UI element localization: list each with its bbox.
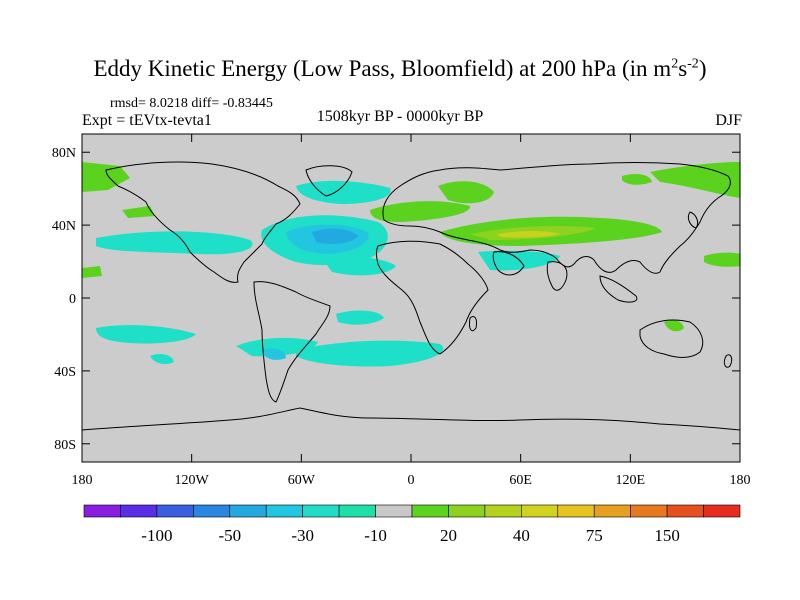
coast-eurasia (382, 162, 731, 274)
colorbar-label: -100 (141, 526, 172, 545)
contour-neg-south-atlantic-3 (262, 348, 286, 360)
colorbar-swatch (265, 504, 303, 518)
colorbar-label: 40 (513, 526, 530, 545)
colorbar-swatch (484, 504, 522, 518)
contour-pos-asia-jet-peak (498, 231, 560, 238)
lat-label: 80S (54, 438, 76, 453)
colorbar-swatch (83, 504, 121, 518)
stats-text: rmsd= 8.0218 diff= -0.83445 (110, 96, 273, 111)
map-background (82, 134, 740, 462)
lat-label: 40N (52, 219, 76, 234)
lat-label: 0 (69, 292, 76, 307)
contour-neg-middle-east (478, 250, 560, 271)
coast-india (546, 261, 568, 291)
coast-south-america (253, 281, 331, 403)
colorbar-label: 150 (654, 526, 680, 545)
colorbar-swatch (448, 504, 486, 518)
colorbar-swatch (338, 504, 376, 518)
contour-neg-atlantic-center (312, 228, 358, 244)
contour-pos-europe (370, 201, 471, 222)
colorbar-swatch (229, 504, 267, 518)
contour-neg-south-atlantic-2 (336, 310, 384, 325)
lon-label: 60E (509, 473, 532, 488)
colorbar-swatch (593, 504, 631, 518)
lon-label: 120W (175, 473, 210, 488)
contour-pos-east-asia-2 (704, 252, 740, 267)
period-label: 1508kyr BP - 0000kyr BP (316, 108, 484, 125)
contour-neg-pacific-band (96, 231, 253, 255)
coast-greenland (305, 165, 353, 197)
coast-australia (639, 319, 704, 358)
lat-axis: 80N 40N 0 40S 80S (52, 146, 740, 453)
colorbar-swatch (302, 504, 340, 518)
contour-pos-east-asia-n (622, 174, 652, 185)
contour-pos-east-asia (650, 162, 740, 198)
coast-north-america (105, 161, 301, 283)
map-panel (81, 133, 741, 463)
colorbar-swatch (120, 504, 158, 518)
coast-antarctica (81, 407, 741, 431)
coast-new-zealand (723, 354, 733, 368)
contour-neg-southern-pacific (96, 325, 196, 344)
contour-pos-central-pacific (82, 266, 102, 278)
colorbar-swatch (703, 504, 741, 518)
figure-title: Eddy Kinetic Energy (Low Pass, Bloomfiel… (93, 56, 707, 81)
lat-label: 80N (52, 146, 76, 161)
contour-neg-greenland (296, 180, 391, 204)
contour-pos-europe-north (438, 181, 494, 204)
contour-pos-north-pacific (82, 162, 130, 192)
lon-axis: 180 120W 60W 0 60E 120E 180 (72, 134, 751, 488)
anomaly-contours (82, 162, 740, 367)
season-label: DJF (715, 112, 742, 129)
colorbar-swatch (521, 504, 559, 518)
colorbar-swatch (666, 504, 704, 518)
contour-neg-south-atlantic (296, 340, 444, 367)
lon-label: 0 (408, 473, 415, 488)
contour-pos-north-pacific-small (122, 206, 155, 218)
colorbar-swatch (557, 504, 595, 518)
coast-southeast-asia (599, 275, 638, 303)
colorbar-label: -10 (364, 526, 387, 545)
colorbar-swatch (411, 504, 449, 518)
colorbar-label: -50 (218, 526, 241, 545)
lat-label: 40S (54, 365, 76, 380)
colorbar-label: 20 (440, 526, 457, 545)
coast-japan (687, 211, 699, 229)
experiment-label: Expt = tEVtx-tevta1 (82, 112, 212, 129)
colorbar-label: -30 (291, 526, 314, 545)
lon-label: 60W (288, 473, 316, 488)
coast-arabia (492, 251, 525, 276)
lon-label: 120E (616, 473, 646, 488)
lon-label: 180 (730, 473, 751, 488)
contour-pos-australia (664, 320, 684, 332)
coast-africa (376, 240, 489, 355)
colorbar-swatch (156, 504, 194, 518)
colorbar-swatch (193, 504, 231, 518)
coastlines (81, 161, 741, 431)
colorbar-label: 75 (586, 526, 603, 545)
colorbar-swatch (630, 504, 668, 518)
lon-label: 180 (72, 473, 93, 488)
coast-madagascar (469, 315, 477, 332)
colorbar: -100 -50 -30 -10 20 40 75 150 (83, 504, 741, 545)
contour-neg-south-pacific-2 (150, 354, 174, 364)
colorbar-swatch (375, 504, 413, 518)
